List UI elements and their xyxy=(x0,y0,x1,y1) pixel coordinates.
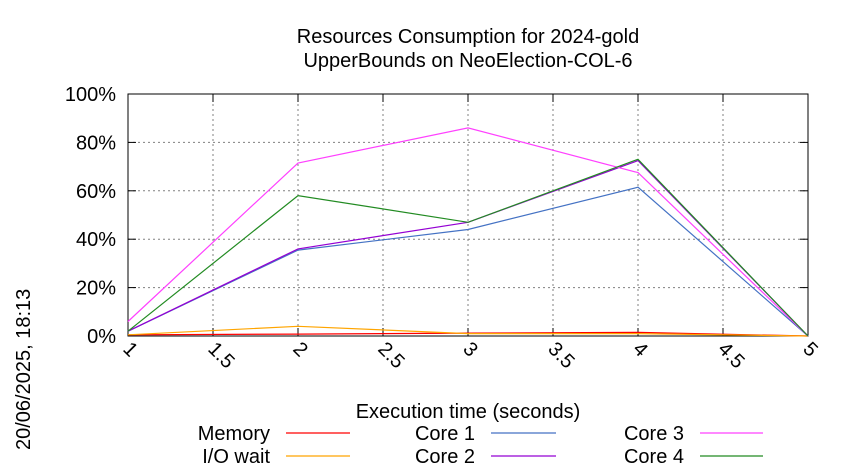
chart-title: Resources Consumption for 2024-goldUpper… xyxy=(297,26,639,72)
y-tick-label: 20% xyxy=(76,278,116,300)
x-tick-label: 2.5 xyxy=(373,338,408,373)
x-tick-label: 4 xyxy=(628,338,651,361)
series-lines xyxy=(127,127,809,337)
y-tick-label: 40% xyxy=(76,229,116,251)
y-tick-label: 100% xyxy=(65,84,116,106)
x-tick-label: 2 xyxy=(288,338,311,361)
x-tick-label: 4.5 xyxy=(713,338,748,373)
legend-label-core-4: Core 4 xyxy=(624,446,684,468)
x-axis-label: Execution time (seconds) xyxy=(356,401,581,423)
legend-label-core-3: Core 3 xyxy=(624,423,684,445)
x-tick-label: 3 xyxy=(458,338,481,361)
series-line-core-4 xyxy=(127,158,809,337)
y-axis-ticks: 0% 20% 40% 60% 80% 100% xyxy=(65,84,808,348)
legend-label-memory: Memory xyxy=(198,423,270,445)
legend-label-core-1: Core 1 xyxy=(415,423,475,445)
chart-title-line-2: UpperBounds on NeoElection-COL-6 xyxy=(303,50,632,72)
x-axis-ticks: 1 1.5 2 2.5 3 3.5 4 4.5 5 xyxy=(118,94,822,373)
y-tick-label: 60% xyxy=(76,181,116,203)
x-tick-label: 1 xyxy=(118,338,141,361)
legend-label-i-o-wait: I/O wait xyxy=(202,446,270,468)
series-line-core-3 xyxy=(127,127,809,337)
x-tick-label: 5 xyxy=(798,338,821,361)
series-line-core-1 xyxy=(127,186,809,337)
x-tick-label: 3.5 xyxy=(543,338,578,373)
y-tick-label: 0% xyxy=(87,326,116,348)
legend-label-core-2: Core 2 xyxy=(415,446,475,468)
x-tick-label: 1.5 xyxy=(203,338,238,373)
grid-lines xyxy=(128,94,808,336)
timestamp-label: 20/06/2025, 18:13 xyxy=(13,289,35,450)
series-line-i-o-wait xyxy=(127,325,809,337)
chart-title-line-1: Resources Consumption for 2024-gold xyxy=(297,26,639,48)
y-tick-label: 80% xyxy=(76,132,116,154)
